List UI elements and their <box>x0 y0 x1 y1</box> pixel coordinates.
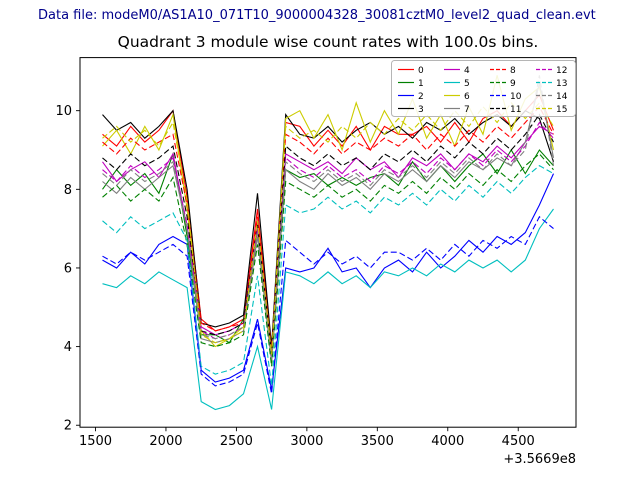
legend-label: 12 <box>556 66 567 76</box>
series-line-10 <box>102 215 554 394</box>
x-tick-label: 4000 <box>431 434 464 449</box>
series-line-2 <box>102 173 555 390</box>
series-line-7 <box>102 83 555 363</box>
legend-label: 2 <box>418 92 424 102</box>
legend-label: 10 <box>510 92 522 102</box>
x-axis-offset-label: +3.5669e8 <box>503 452 576 467</box>
series-line-6 <box>102 75 555 363</box>
legend-label: 3 <box>418 105 424 115</box>
legend-item-12: 12 <box>536 66 567 76</box>
legend-label: 14 <box>556 92 568 102</box>
legend-item-11: 11 <box>490 105 521 115</box>
legend-item-14: 14 <box>536 92 568 102</box>
series-line-0 <box>102 93 555 351</box>
legend-item-3: 3 <box>398 105 424 115</box>
legend-label: 7 <box>464 105 470 115</box>
legend-item-13: 13 <box>536 79 567 89</box>
legend-frame <box>391 60 576 117</box>
axes-frame <box>79 57 577 428</box>
legend-label: 4 <box>464 66 470 76</box>
legend-label: 9 <box>510 79 516 89</box>
series-line-13 <box>102 165 554 386</box>
datafile-header: Data file: modeM0/AS1A10_071T10_90000043… <box>38 8 596 23</box>
x-tick-label: 2000 <box>149 434 182 449</box>
legend-item-10: 10 <box>490 92 522 102</box>
legend-item-4: 4 <box>444 66 470 76</box>
legend-item-15: 15 <box>536 105 567 115</box>
legend-label: 13 <box>556 79 567 89</box>
x-tick-label: 1500 <box>79 434 112 449</box>
legend-item-2: 2 <box>398 92 424 102</box>
series-line-3 <box>102 109 555 347</box>
series-line-15 <box>102 101 554 355</box>
legend-item-5: 5 <box>444 79 470 89</box>
series-line-5 <box>102 208 554 411</box>
y-tick-label: 8 <box>64 183 72 198</box>
legend-item-0: 0 <box>398 66 424 76</box>
series-line-8 <box>102 105 554 351</box>
legend-label: 0 <box>418 66 424 76</box>
legend-label: 1 <box>418 79 424 89</box>
y-tick-label: 2 <box>64 419 72 434</box>
legend-item-7: 7 <box>444 105 470 115</box>
x-tick-label: 2500 <box>220 434 253 449</box>
legend-label: 8 <box>510 66 516 76</box>
x-tick-label: 3500 <box>361 434 394 449</box>
y-tick-label: 6 <box>64 261 72 276</box>
legend-item-6: 6 <box>444 92 470 102</box>
chart-title: Quadrant 3 module wise count rates with … <box>117 33 539 51</box>
y-tick-label: 10 <box>55 104 72 119</box>
series-line-9 <box>102 153 554 367</box>
series-line-14 <box>102 75 555 359</box>
x-tick-label: 3000 <box>290 434 323 449</box>
legend-label: 6 <box>464 92 470 102</box>
y-tick-label: 4 <box>64 340 72 355</box>
x-tick-label: 4500 <box>502 434 535 449</box>
legend-item-1: 1 <box>398 79 424 89</box>
legend-item-8: 8 <box>490 66 516 76</box>
series-line-11 <box>102 113 554 355</box>
legend-label: 11 <box>510 105 521 115</box>
legend-label: 5 <box>464 79 470 89</box>
legend-label: 15 <box>556 105 567 115</box>
legend-item-9: 9 <box>490 79 516 89</box>
